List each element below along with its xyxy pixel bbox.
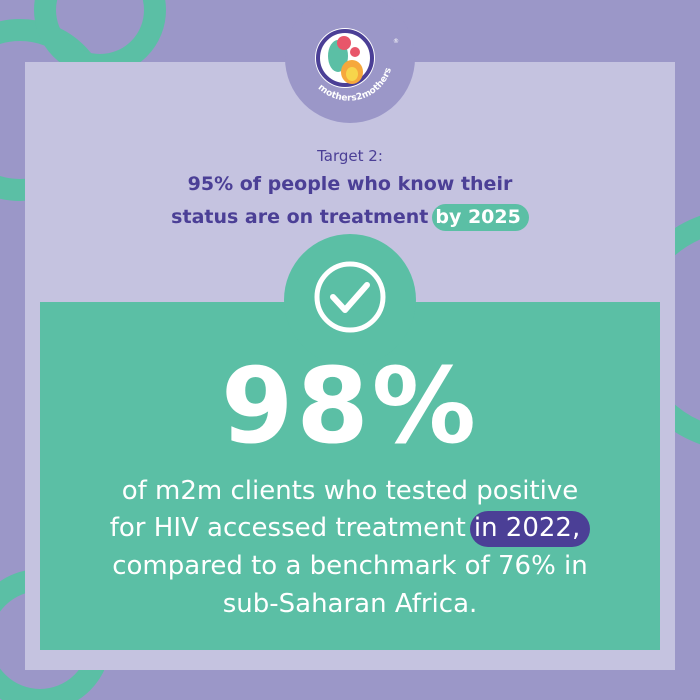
stat-line: for HIV accessed treatment in 2022,	[0, 511, 700, 547]
stat-line: of m2m clients who tested positive	[121, 476, 579, 506]
target-line: 95% of people who know their	[187, 173, 513, 195]
stat-highlight: in 2022,	[469, 511, 591, 547]
logo-mark: ®	[393, 38, 399, 45]
stat-value: 98%	[221, 345, 479, 467]
stat-line: sub-Saharan Africa.	[222, 589, 478, 619]
stat-line: compared to a benchmark of 76% in	[112, 551, 588, 581]
target-highlight: by 2025	[432, 204, 529, 231]
target-line-text: status are on treatment	[171, 206, 429, 228]
target-line: status are on treatment by 2025	[0, 204, 700, 231]
stat-line-text: for HIV accessed treatment	[109, 513, 466, 543]
target-label: Target 2:	[317, 147, 383, 165]
